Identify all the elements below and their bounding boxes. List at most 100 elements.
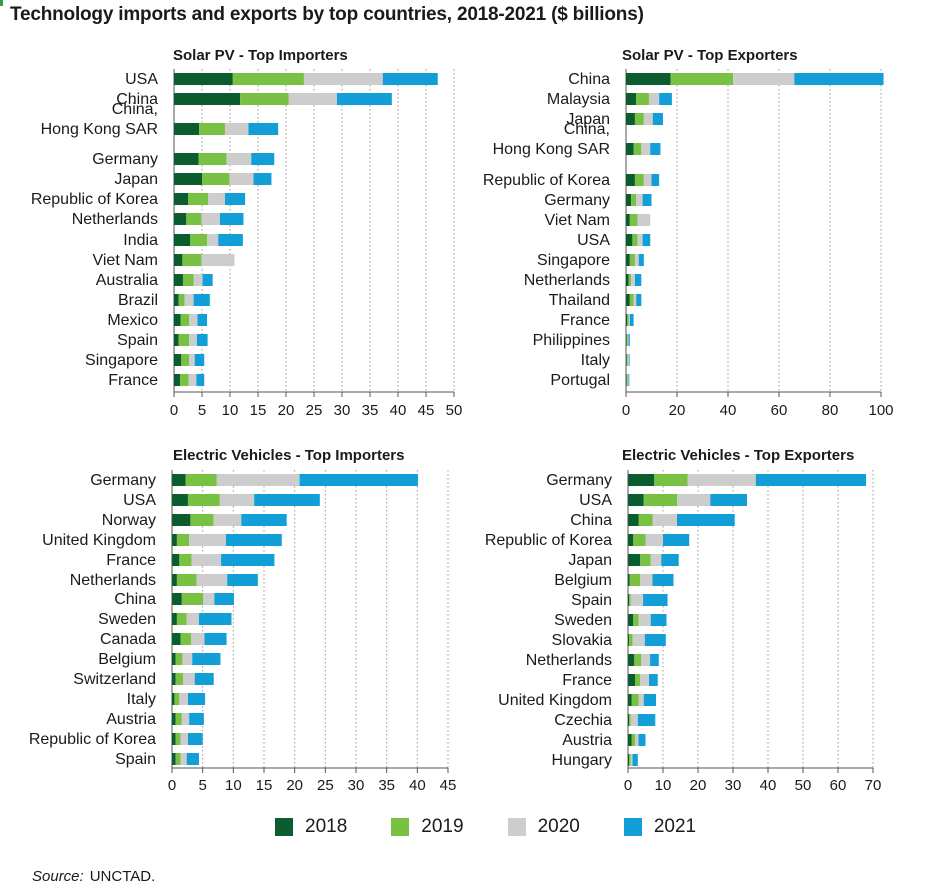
bar-segment-2019 — [633, 614, 639, 626]
tick-label: 15 — [250, 402, 267, 419]
bar-segment-2020 — [224, 123, 249, 135]
bar-segment-2020 — [633, 294, 637, 306]
bar-segment-2020 — [628, 314, 630, 326]
bar-segment-2020 — [643, 174, 652, 186]
bar-segment-2018 — [174, 193, 188, 205]
bar-segment-2019 — [188, 193, 209, 205]
bar-segment-2018 — [628, 734, 632, 746]
bar-segment-2020 — [229, 173, 254, 185]
bar-segment-2018 — [174, 334, 179, 346]
bar-segment-2018 — [626, 374, 627, 386]
category-label: Austria — [106, 711, 156, 728]
category-label: Japan — [566, 111, 610, 128]
bar-segment-2020 — [196, 574, 228, 586]
tick-label: 10 — [222, 402, 239, 419]
category-label: Spain — [115, 751, 156, 768]
bar-segment-2020 — [648, 93, 660, 105]
bar-segment-2018 — [174, 123, 200, 135]
bar-segment-2019 — [629, 634, 633, 646]
bar-segment-2019 — [186, 213, 202, 225]
tick-label: 40 — [720, 402, 737, 419]
tick-label: 60 — [771, 402, 788, 419]
bar-segment-2021 — [651, 174, 660, 186]
bar-segment-2018 — [628, 574, 630, 586]
tick-label: 5 — [198, 777, 206, 794]
bar-segment-2020 — [188, 374, 197, 386]
category-label: China, — [112, 101, 158, 118]
bar-segment-2018 — [626, 113, 635, 125]
bar-segment-2020 — [213, 514, 242, 526]
bar-segment-2021 — [241, 514, 287, 526]
bar-segment-2020 — [637, 214, 651, 226]
bar-segment-2018 — [626, 334, 627, 346]
bar-segment-2021 — [650, 654, 659, 666]
category-label: Netherlands — [524, 272, 610, 289]
bar-segment-2021 — [659, 93, 672, 105]
bar-segment-2021 — [192, 653, 221, 665]
bar-segment-2021 — [227, 574, 258, 586]
bar-segment-2021 — [642, 194, 652, 206]
bar-segment-2021 — [194, 673, 214, 685]
legend-item-2021: 2021 — [623, 816, 696, 838]
category-label: Japan — [568, 552, 612, 569]
bar-segment-2020 — [303, 73, 383, 85]
bar-segment-2019 — [190, 234, 208, 246]
bar-segment-2020 — [643, 113, 653, 125]
category-label: Germany — [544, 192, 610, 209]
legend-swatch-2018 — [275, 818, 293, 836]
bar-segment-2019 — [202, 173, 230, 185]
bar-segment-2019 — [182, 254, 202, 266]
bar-segment-2020 — [650, 554, 662, 566]
bar-segment-2018 — [172, 633, 181, 645]
category-label: Sweden — [98, 611, 156, 628]
bar-segment-2021 — [637, 714, 656, 726]
bar-segment-2018 — [626, 194, 632, 206]
bar-segment-2021 — [198, 613, 232, 625]
bar-segment-2018 — [174, 93, 241, 105]
tick-label: 40 — [760, 777, 777, 794]
bar-segment-2020 — [637, 234, 643, 246]
bar-segment-2020 — [645, 534, 663, 546]
bar-segment-2020 — [627, 354, 629, 366]
bar-segment-2018 — [172, 494, 188, 506]
bar-segment-2019 — [634, 654, 642, 666]
bar-segment-2020 — [641, 143, 651, 155]
bar-segment-2018 — [628, 634, 630, 646]
bar-segment-2020 — [630, 594, 644, 606]
category-label: Germany — [90, 472, 156, 489]
bar-segment-2019 — [175, 653, 183, 665]
bar-segment-2021 — [186, 753, 199, 765]
tick-label: 15 — [256, 777, 273, 794]
bar-segment-2021 — [187, 733, 203, 745]
category-label: Netherlands — [526, 652, 612, 669]
bar-segment-2019 — [633, 143, 642, 155]
tick-label: 100 — [868, 402, 893, 419]
bar-segment-2019 — [629, 254, 635, 266]
bar-segment-2021 — [194, 354, 205, 366]
bar-segment-2021 — [652, 574, 674, 586]
bar-segment-2019 — [627, 314, 629, 326]
bar-segment-2019 — [175, 753, 181, 765]
tick-label: 20 — [669, 402, 686, 419]
bar-segment-2021 — [219, 213, 244, 225]
tick-label: 45 — [440, 777, 457, 794]
bar-segment-2021 — [204, 633, 227, 645]
bar-segment-2018 — [172, 554, 180, 566]
legend-label-2018: 2018 — [305, 816, 348, 837]
bar-segment-2019 — [634, 113, 644, 125]
tick-label: 0 — [622, 402, 630, 419]
bar-segment-2020 — [183, 673, 195, 685]
tick-label: 50 — [795, 777, 812, 794]
bar-segment-2020 — [226, 153, 252, 165]
tick-label: 60 — [830, 777, 847, 794]
bar-segment-2021 — [638, 254, 644, 266]
category-label: China — [568, 71, 610, 88]
bar-segment-2021 — [677, 514, 735, 526]
bar-segment-2018 — [626, 143, 634, 155]
tick-label: 20 — [690, 777, 707, 794]
category-label: Austria — [562, 732, 612, 749]
bar-segment-2020 — [636, 194, 643, 206]
category-label: Spain — [117, 332, 158, 349]
category-label: Mexico — [107, 312, 158, 329]
bar-segment-2020 — [640, 674, 649, 686]
